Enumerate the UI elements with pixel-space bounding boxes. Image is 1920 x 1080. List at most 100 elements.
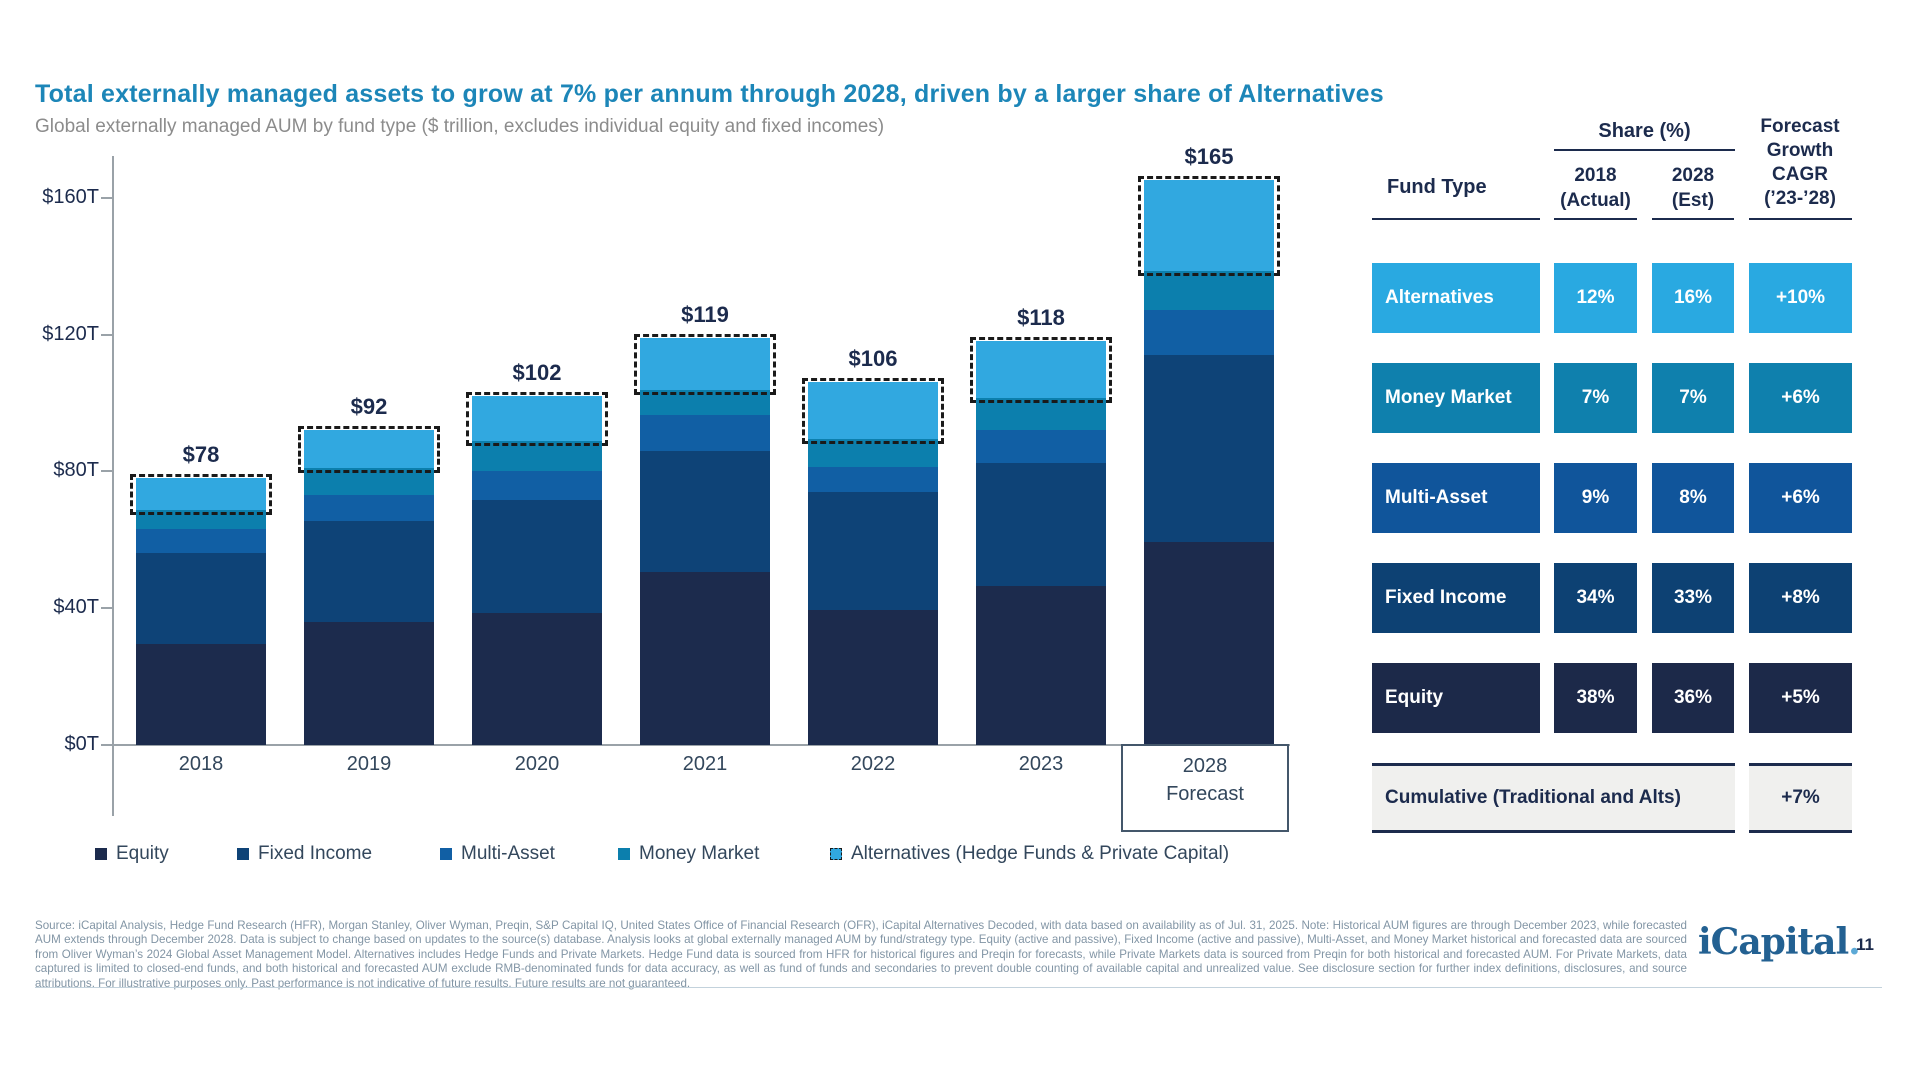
share-2018-value: 38% — [1554, 663, 1637, 733]
legend-label: Fixed Income — [258, 843, 373, 864]
legend-swatch-icon — [618, 848, 630, 860]
bar-segment-multi-asset-2020 — [472, 471, 602, 501]
share-2028-value: 36% — [1652, 663, 1734, 733]
bar-total-label-2019: $92 — [350, 394, 388, 420]
bar-segment-multi-asset-2028 — [1144, 310, 1274, 356]
table-header-2018: 2018 (Actual) — [1560, 165, 1631, 211]
bar-segment-multi-asset-2021 — [640, 414, 770, 451]
legend-item-money: Money Market — [618, 843, 759, 865]
bar-segment-multi-asset-2018 — [136, 529, 266, 554]
bar-segment-alternatives-2020 — [472, 396, 602, 441]
bar-segment-money-2023 — [976, 397, 1106, 430]
table-row-label-alternatives: Alternatives — [1372, 263, 1540, 333]
cagr-value: +6% — [1749, 463, 1852, 533]
y-tick-label: $120T — [42, 322, 99, 345]
bar-segment-fixed-2023 — [976, 462, 1106, 586]
alternatives-dashed-outline-2019 — [298, 426, 440, 473]
bar-segment-money-2020 — [472, 440, 602, 472]
icapital-logo: iCapital. — [1698, 921, 1861, 963]
col-2018-rule — [1554, 218, 1637, 220]
table-header-cagr: Forecast Growth CAGR (’23-’28) — [1760, 116, 1840, 209]
bar-segment-multi-asset-2022 — [808, 466, 938, 493]
bar-segment-alternatives-2028 — [1144, 180, 1274, 271]
table-header-share-group: Share (%) — [1598, 120, 1691, 142]
share-2028-value: 8% — [1652, 463, 1734, 533]
legend-swatch-icon — [237, 848, 249, 860]
share-2028-value: 16% — [1652, 263, 1734, 333]
x-axis-sublabel-2028: Forecast — [1166, 783, 1244, 805]
legend-item-fixed: Fixed Income — [237, 843, 372, 865]
share-group-rule — [1554, 149, 1735, 151]
bar-segment-equity-2022 — [808, 609, 938, 745]
page-title: Total externally managed assets to grow … — [35, 80, 1384, 108]
bar-segment-alternatives-2018 — [136, 478, 266, 511]
bar-segment-multi-asset-2019 — [304, 495, 434, 521]
table-header-2028: 2028 (Est) — [1671, 165, 1715, 211]
legend-swatch-icon — [440, 848, 452, 860]
bar-segment-equity-2023 — [976, 585, 1106, 745]
bar-segment-fixed-2018 — [136, 553, 266, 644]
share-2018-value: 12% — [1554, 263, 1637, 333]
forecast-column-box: 2028 Forecast — [1121, 744, 1289, 832]
legend-label: Equity — [116, 843, 169, 864]
x-axis-label-2021: 2021 — [682, 753, 728, 775]
x-axis-label-2022: 2022 — [850, 753, 896, 775]
bar-segment-equity-2021 — [640, 572, 770, 745]
y-axis-line — [112, 156, 114, 816]
table-row-label-fixed-income: Fixed Income — [1372, 563, 1540, 633]
y-tick-mark — [101, 333, 113, 336]
cagr-value: +5% — [1749, 663, 1852, 733]
bar-segment-alternatives-2021 — [640, 338, 770, 390]
legend-label: Alternatives (Hedge Funds & Private Capi… — [851, 843, 1230, 864]
x-axis-label-2018: 2018 — [178, 753, 224, 775]
bar-total-label-2021: $119 — [681, 302, 729, 328]
y-tick-mark — [101, 196, 113, 199]
share-2028-value: 33% — [1652, 563, 1734, 633]
bar-segment-fixed-2028 — [1144, 355, 1274, 542]
bar-segment-equity-2028 — [1144, 541, 1274, 745]
bar-segment-fixed-2020 — [472, 500, 602, 614]
bar-segment-equity-2018 — [136, 643, 266, 745]
share-2018-value: 7% — [1554, 363, 1637, 433]
y-tick-mark — [101, 470, 113, 473]
share-2018-value: 34% — [1554, 563, 1637, 633]
cagr-value: +10% — [1749, 263, 1852, 333]
source-footnote: Source: iCapital Analysis, Hedge Fund Re… — [35, 919, 1687, 990]
legend-swatch-icon — [95, 848, 107, 860]
table-row-label-equity: Equity — [1372, 663, 1540, 733]
bar-segment-alternatives-2019 — [304, 430, 434, 468]
bar-total-label-2020: $102 — [512, 360, 562, 386]
page-number: 11 — [1856, 935, 1874, 954]
table-header-fund-type: Fund Type — [1387, 176, 1487, 198]
alternatives-dashed-outline-2021 — [634, 334, 776, 395]
bar-segment-fixed-2019 — [304, 520, 434, 622]
alternatives-dashed-outline-2018 — [130, 474, 272, 516]
bar-total-label-2023: $118 — [1017, 305, 1065, 331]
bar-total-label-2018: $78 — [182, 442, 220, 468]
cagr-rule — [1749, 218, 1852, 220]
legend-label: Money Market — [639, 843, 760, 864]
y-tick-label: $0T — [64, 733, 99, 755]
x-axis-line — [112, 744, 1290, 746]
chart-subtitle: Global externally managed AUM by fund ty… — [35, 116, 885, 137]
legend-swatch-icon — [830, 848, 842, 860]
fund-type-rule — [1372, 218, 1540, 220]
alternatives-dashed-outline-2022 — [802, 378, 944, 444]
bar-segment-fixed-2022 — [808, 492, 938, 610]
y-tick-mark — [101, 744, 113, 746]
table-row-label-money-market: Money Market — [1372, 363, 1540, 433]
alternatives-dashed-outline-2028 — [1138, 176, 1280, 276]
bar-segment-fixed-2021 — [640, 450, 770, 573]
x-axis-label-2028: 2028 — [1182, 755, 1228, 777]
logo-dot: . — [1848, 921, 1861, 963]
y-tick-mark — [101, 607, 113, 610]
x-axis-label-2023: 2023 — [1018, 753, 1064, 775]
x-axis-label-2019: 2019 — [346, 753, 392, 775]
y-tick-label: $160T — [42, 185, 99, 208]
table-row-label-multi-asset: Multi-Asset — [1372, 463, 1540, 533]
bar-segment-alternatives-2022 — [808, 382, 938, 439]
y-tick-label: $80T — [53, 459, 99, 482]
share-2018-value: 9% — [1554, 463, 1637, 533]
alternatives-dashed-outline-2020 — [466, 392, 608, 446]
